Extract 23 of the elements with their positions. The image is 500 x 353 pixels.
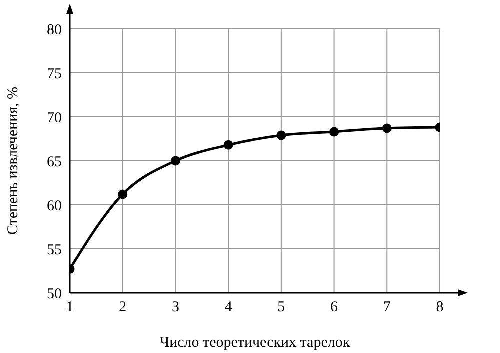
point [118, 190, 128, 200]
point [330, 127, 340, 137]
point [382, 124, 392, 134]
y-tick-label: 65 [47, 154, 62, 170]
x-tick-label: 7 [383, 300, 392, 316]
x-tick-label: 1 [66, 300, 74, 316]
y-tick-label: 60 [47, 198, 62, 214]
x-tick-label: 4 [224, 300, 233, 316]
y-tick-label: 75 [47, 66, 62, 82]
x-tick-label: 2 [119, 300, 127, 316]
y-tick-label: 50 [47, 286, 62, 302]
x-axis-title: Число теоретических тарелок [160, 335, 351, 351]
point [276, 130, 286, 140]
y-tick-label: 80 [47, 22, 62, 38]
x-tick-label: 6 [330, 300, 339, 316]
point [224, 140, 234, 150]
x-tick-label: 8 [436, 300, 444, 316]
point [170, 156, 180, 166]
y-axis-title: Степень извлечения, % [5, 86, 22, 236]
x-tick-label: 3 [172, 300, 180, 316]
y-tick-label: 70 [47, 110, 62, 126]
y-tick-label: 55 [47, 242, 62, 258]
x-tick-label: 5 [278, 300, 286, 316]
